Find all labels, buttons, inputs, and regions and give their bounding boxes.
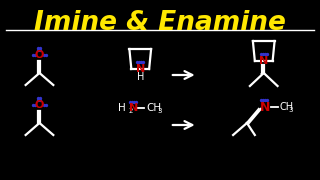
Text: N: N [129, 103, 138, 113]
Text: 2: 2 [128, 108, 133, 114]
Text: N: N [136, 64, 145, 74]
Text: Imine & Enamine: Imine & Enamine [34, 10, 286, 36]
Text: 3: 3 [157, 108, 162, 114]
Text: O: O [35, 50, 44, 60]
Text: H: H [137, 72, 144, 82]
Text: N: N [259, 56, 268, 66]
Text: H: H [118, 103, 125, 113]
Text: CH: CH [280, 102, 294, 112]
Text: N: N [260, 100, 270, 114]
Text: CH: CH [146, 103, 161, 113]
Text: O: O [35, 100, 44, 110]
Text: 3: 3 [288, 107, 293, 113]
